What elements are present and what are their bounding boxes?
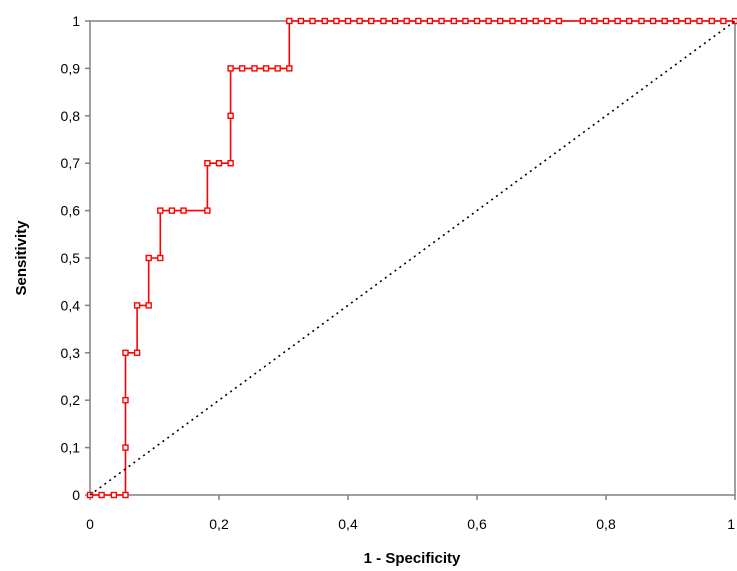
y-tick-label: 1 — [72, 13, 80, 29]
y-axis-ticks: 0 0,1 0,2 0,3 0,4 0,5 0,6 0,7 0,8 0,9 1 — [61, 13, 90, 503]
roc-point-marker — [462, 17, 469, 25]
x-tick-label: 0,2 — [209, 516, 229, 532]
roc-point-marker — [380, 17, 387, 25]
roc-point-marker — [168, 207, 176, 214]
roc-point-marker — [661, 17, 668, 25]
roc-point-marker — [368, 17, 375, 25]
y-tick-label: 0,5 — [61, 250, 81, 266]
roc-point-marker — [684, 17, 692, 25]
roc-point-marker — [544, 17, 551, 25]
roc-point-marker — [473, 17, 481, 25]
roc-point-marker — [122, 444, 129, 451]
series-layer — [86, 17, 737, 499]
x-tick-label: 1 — [727, 516, 735, 532]
roc-point-marker — [122, 397, 129, 404]
roc-point-marker — [731, 17, 737, 25]
roc-point-marker — [344, 17, 352, 25]
roc-point-marker — [509, 17, 516, 25]
roc-point-marker — [110, 491, 118, 499]
y-tick-label: 0,6 — [61, 203, 81, 219]
roc-point-marker — [227, 65, 234, 72]
roc-point-marker — [579, 17, 586, 25]
roc-point-marker — [227, 159, 234, 167]
y-tick-label: 0,9 — [61, 60, 81, 76]
roc-point-marker — [204, 207, 211, 214]
roc-point-marker — [180, 207, 187, 214]
roc-point-marker — [274, 65, 281, 72]
x-axis-title: 1 - Specificity — [364, 550, 461, 567]
roc-point-marker — [649, 17, 657, 25]
roc-point-marker — [673, 17, 680, 25]
y-tick-label: 0,4 — [61, 297, 81, 313]
roc-point-marker — [497, 17, 504, 25]
roc-point-marker — [626, 17, 633, 25]
roc-point-marker — [262, 65, 270, 72]
x-tick-label: 0,8 — [596, 516, 616, 532]
roc-point-marker — [720, 17, 727, 25]
reference-diagonal-line — [89, 20, 736, 496]
roc-point-marker — [309, 17, 316, 25]
roc-point-marker — [391, 17, 399, 25]
roc-point-marker — [614, 17, 621, 25]
y-tick-label: 0,2 — [61, 392, 81, 408]
roc-point-marker — [251, 65, 258, 72]
roc-point-marker — [426, 17, 434, 25]
roc-point-marker — [204, 159, 211, 167]
y-tick-label: 0,8 — [61, 108, 81, 124]
roc-point-marker — [403, 17, 410, 25]
roc-point-marker — [157, 207, 164, 214]
y-tick-label: 0,3 — [61, 345, 81, 361]
y-axis-title: Sensitivity — [13, 220, 30, 296]
roc-point-marker — [555, 17, 563, 25]
roc-point-marker — [286, 17, 293, 25]
x-tick-label: 0 — [86, 516, 94, 532]
roc-point-marker — [696, 17, 703, 25]
roc-point-marker — [333, 17, 340, 25]
roc-point-marker — [450, 17, 457, 25]
roc-point-marker — [638, 17, 645, 25]
y-tick-label: 0 — [72, 487, 80, 503]
roc-point-marker — [438, 17, 445, 25]
roc-point-marker — [297, 17, 305, 25]
roc-point-marker — [485, 17, 492, 25]
roc-point-marker — [708, 17, 715, 25]
roc-point-marker — [145, 254, 152, 262]
roc-point-marker — [122, 491, 129, 499]
roc-point-marker — [133, 302, 141, 309]
roc-point-marker — [133, 349, 141, 356]
roc-point-marker — [286, 65, 293, 72]
x-tick-label: 0,6 — [467, 516, 487, 532]
y-tick-label: 0,1 — [61, 440, 81, 456]
roc-point-marker — [591, 17, 598, 25]
roc-point-marker — [532, 17, 539, 25]
roc-point-marker — [98, 491, 105, 499]
roc-point-marker — [227, 112, 234, 120]
roc-point-marker — [520, 17, 528, 25]
x-tick-label: 0,4 — [338, 516, 358, 532]
roc-point-marker — [145, 302, 152, 309]
roc-point-marker — [122, 349, 129, 356]
roc-point-marker — [321, 17, 328, 25]
roc-point-marker — [157, 254, 164, 262]
roc-point-marker — [602, 17, 610, 25]
roc-point-marker — [415, 17, 422, 25]
roc-point-marker — [239, 65, 246, 72]
roc-curve-line — [90, 20, 735, 496]
roc-point-marker — [356, 17, 363, 25]
x-axis-ticks: 0 0,2 0,4 0,6 0,8 1 — [86, 495, 736, 532]
y-tick-label: 0,7 — [61, 155, 81, 171]
roc-point-marker — [215, 159, 223, 167]
